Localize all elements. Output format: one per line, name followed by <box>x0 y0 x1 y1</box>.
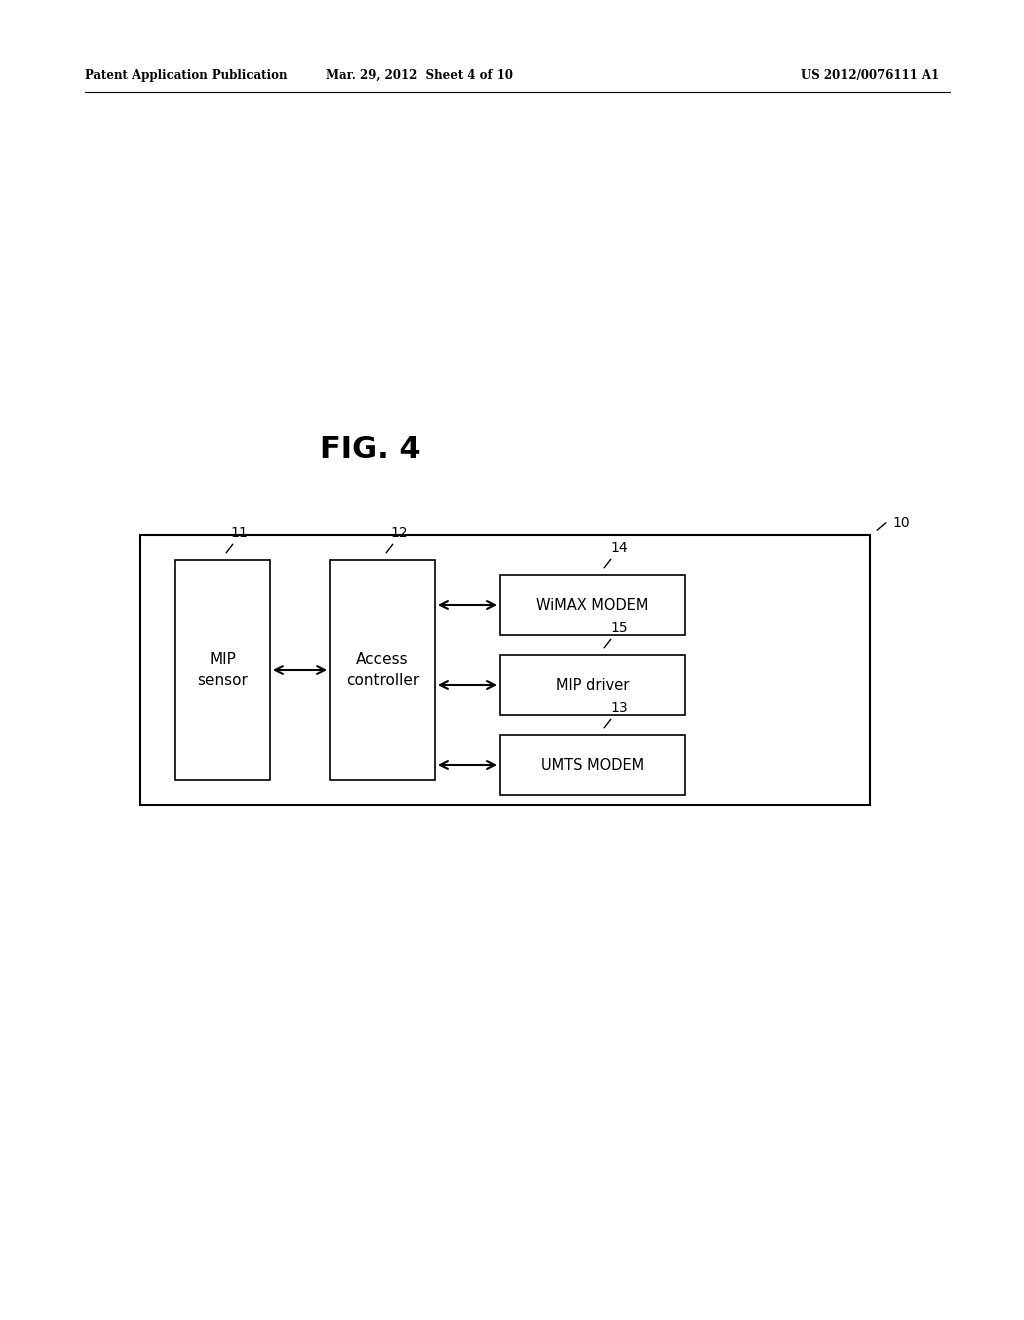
Text: US 2012/0076111 A1: US 2012/0076111 A1 <box>801 69 939 82</box>
Bar <box>500 735 685 795</box>
Text: 14: 14 <box>610 541 628 554</box>
Text: 12: 12 <box>390 525 409 540</box>
Text: Mar. 29, 2012  Sheet 4 of 10: Mar. 29, 2012 Sheet 4 of 10 <box>327 69 513 82</box>
Bar <box>500 655 685 715</box>
Text: 15: 15 <box>610 620 628 635</box>
Text: Access
controller: Access controller <box>346 652 419 688</box>
Bar <box>500 576 685 635</box>
Text: Patent Application Publication: Patent Application Publication <box>85 69 288 82</box>
Text: WiMAX MODEM: WiMAX MODEM <box>537 598 648 612</box>
Bar <box>140 535 870 805</box>
Text: UMTS MODEM: UMTS MODEM <box>541 758 644 772</box>
Bar <box>175 560 270 780</box>
Text: MIP
sensor: MIP sensor <box>197 652 248 688</box>
Text: 10: 10 <box>892 516 909 531</box>
Text: MIP driver: MIP driver <box>556 677 629 693</box>
Text: 11: 11 <box>230 525 248 540</box>
Text: 13: 13 <box>610 701 628 715</box>
Bar <box>330 560 435 780</box>
Text: FIG. 4: FIG. 4 <box>319 436 420 465</box>
